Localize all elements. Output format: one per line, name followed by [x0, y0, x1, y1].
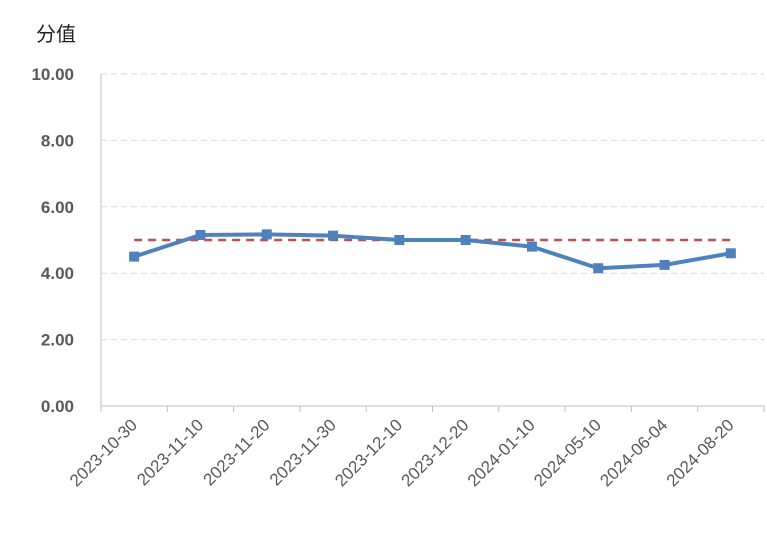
- series-layer: [129, 229, 736, 274]
- x-tick-label: 2023-11-10: [133, 415, 207, 489]
- y-tick-label: 4.00: [41, 264, 74, 283]
- y-tick-label: 10.00: [31, 65, 74, 84]
- data-point-marker: [129, 251, 140, 262]
- gridlines: [101, 73, 764, 341]
- data-point-marker: [725, 248, 736, 259]
- x-tick-label: 2023-11-20: [200, 415, 274, 489]
- data-point-marker: [195, 230, 206, 241]
- data-point-marker: [261, 229, 272, 240]
- data-point-marker: [526, 241, 537, 252]
- x-tick-label: 2024-06-04: [596, 415, 671, 490]
- score-series: [129, 229, 736, 274]
- x-tick-label: 2023-12-20: [398, 415, 473, 490]
- x-tick-label: 2024-01-10: [464, 415, 539, 490]
- y-tick-label: 2.00: [41, 331, 74, 350]
- series-line: [132, 232, 733, 271]
- x-axis-ticks: 2023-10-302023-11-102023-11-202023-11-30…: [66, 415, 738, 490]
- x-tick-label: 2023-12-10: [331, 415, 406, 490]
- x-tick-label: 2024-08-20: [663, 415, 738, 490]
- x-tick-label: 2023-11-30: [266, 415, 340, 489]
- data-point-marker: [659, 259, 670, 270]
- y-axis-label: 分值: [36, 22, 76, 46]
- y-tick-label: 0.00: [41, 397, 74, 416]
- y-tick-label: 8.00: [41, 131, 74, 150]
- data-point-marker: [460, 235, 471, 245]
- x-tick-label: 2023-10-30: [66, 415, 141, 490]
- data-point-marker: [593, 263, 604, 274]
- data-point-marker: [328, 230, 339, 241]
- y-tick-label: 6.00: [41, 198, 74, 217]
- y-axis-ticks: 0.00 2.00 4.00 6.00 8.00 10.00: [31, 65, 74, 416]
- data-point-marker: [394, 235, 405, 245]
- axes: [100, 74, 765, 412]
- x-tick-label: 2024-05-10: [530, 415, 605, 490]
